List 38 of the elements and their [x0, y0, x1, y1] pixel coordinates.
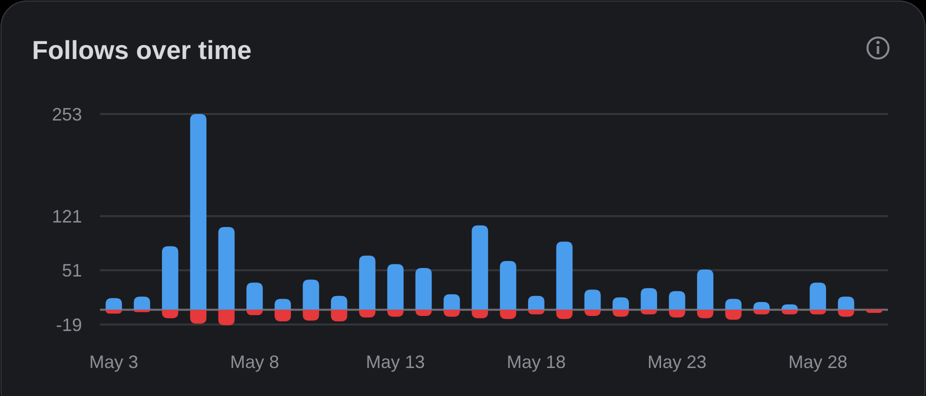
- y-tick-label: 51: [62, 260, 82, 281]
- bar: [218, 226, 235, 310]
- bar: [500, 261, 516, 310]
- y-tick-label: 253: [52, 104, 82, 124]
- bar: [106, 298, 122, 310]
- bar: [838, 296, 854, 310]
- chart-title: Follows over time: [32, 35, 252, 65]
- bar: [472, 225, 488, 310]
- bar: [810, 282, 826, 310]
- bar: [246, 282, 263, 310]
- bar: [528, 296, 544, 310]
- x-tick-label: May 3: [89, 352, 138, 372]
- bar: [190, 310, 206, 324]
- x-tick-label: May 28: [788, 352, 848, 372]
- bar: [218, 310, 235, 326]
- y-tick-label: -19: [56, 314, 82, 335]
- bar: [330, 310, 348, 322]
- bar: [556, 242, 573, 310]
- bar: [190, 114, 206, 310]
- bar: [640, 288, 658, 310]
- bar: [387, 264, 404, 310]
- x-tick-label: May 13: [366, 352, 425, 372]
- bar: [612, 297, 629, 310]
- bar: [302, 280, 320, 310]
- bar: [415, 268, 432, 310]
- bar: [359, 256, 376, 310]
- bar: [584, 290, 601, 310]
- x-tick-label: May 18: [506, 352, 566, 372]
- bar: [330, 296, 348, 310]
- bar: [134, 296, 150, 310]
- bar: [668, 291, 686, 310]
- bar: [274, 310, 291, 322]
- bar: [162, 246, 178, 310]
- bar: [697, 270, 714, 310]
- x-tick-label: May 8: [230, 352, 280, 372]
- x-tick-label: May 23: [648, 352, 707, 372]
- bar: [444, 294, 460, 310]
- y-tick-label: 121: [52, 206, 82, 226]
